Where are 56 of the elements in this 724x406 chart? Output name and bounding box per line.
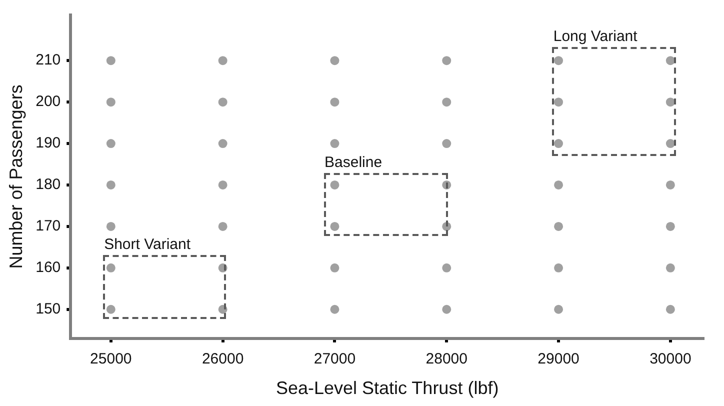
point — [442, 98, 452, 107]
y-axis-title: Number of Passengers — [6, 84, 26, 269]
x-tick-label: 25000 — [90, 350, 132, 368]
point — [106, 222, 116, 231]
point — [666, 222, 675, 231]
point — [330, 304, 340, 314]
annotation: Baseline — [324, 154, 382, 172]
point — [218, 139, 228, 148]
point — [442, 139, 452, 148]
point — [106, 56, 116, 66]
point — [218, 98, 228, 107]
point — [442, 304, 452, 314]
point — [106, 263, 116, 272]
point — [442, 263, 452, 272]
point — [442, 56, 452, 66]
point — [666, 56, 675, 66]
point — [666, 304, 675, 314]
y-tick-label: 180 — [36, 176, 61, 194]
x-tick-label: 26000 — [202, 350, 244, 368]
point — [330, 180, 340, 190]
point — [106, 98, 116, 107]
annotation: Short Variant — [104, 236, 192, 254]
x-tick-label: 29000 — [538, 350, 580, 368]
x-axis-title: Sea-Level Static Thrust (lbf) — [276, 378, 499, 398]
point — [554, 263, 564, 272]
y-tick-label: 150 — [36, 300, 61, 318]
point — [218, 56, 228, 66]
point — [666, 139, 675, 148]
point — [554, 180, 564, 190]
y-tick-label: 210 — [36, 52, 61, 69]
x-tick-label: 27000 — [314, 350, 356, 368]
point — [106, 139, 116, 148]
point — [218, 222, 228, 231]
point — [330, 139, 340, 148]
y-tick-label: 170 — [36, 218, 61, 235]
y-tick-label: 200 — [36, 93, 61, 110]
point — [666, 180, 675, 190]
point — [554, 222, 564, 231]
point — [330, 263, 340, 272]
point — [330, 56, 340, 66]
point — [218, 180, 228, 190]
y-tick-label: 190 — [36, 134, 61, 152]
point — [554, 56, 564, 66]
x-tick-label: 28000 — [426, 350, 468, 368]
point — [554, 98, 564, 107]
point — [106, 304, 116, 314]
point — [554, 304, 564, 314]
point — [554, 139, 564, 148]
point — [666, 98, 675, 107]
point — [330, 98, 340, 107]
y-tick-label: 160 — [36, 259, 61, 276]
point — [666, 263, 675, 272]
point — [106, 180, 116, 190]
point — [330, 222, 340, 231]
annotation: Long Variant — [553, 28, 638, 45]
x-tick-label: 30000 — [650, 350, 692, 368]
